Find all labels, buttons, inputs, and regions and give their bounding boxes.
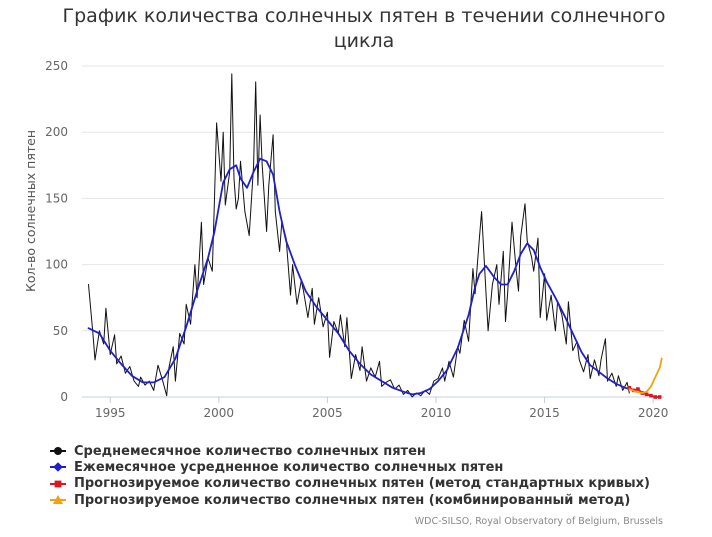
x-tick-label-2005: 2005 <box>312 406 343 420</box>
legend-symbol-smoothed <box>50 461 66 473</box>
legend-item-smoothed[interactable]: Ежемесячное усредненное количество солне… <box>50 459 650 475</box>
series-line-forecast-combined <box>628 357 663 394</box>
y-tick-label-50: 50 <box>53 324 68 338</box>
legend-symbol-forecast-standard <box>50 478 66 490</box>
y-tick-label-150: 150 <box>45 191 68 205</box>
x-tick-label-2015: 2015 <box>529 406 560 420</box>
legend-item-forecast-combined[interactable]: Прогнозируемое количество солнечных пяте… <box>50 492 650 508</box>
y-tick-label-250: 250 <box>45 59 68 73</box>
point-forecast-standard-4 <box>644 392 649 397</box>
x-tick-label-2000: 2000 <box>204 406 235 420</box>
legend-label-forecast-combined: Прогнозируемое количество солнечных пяте… <box>74 492 631 508</box>
x-tick-label-2010: 2010 <box>421 406 452 420</box>
chart-title: График количества солнечных пятен в тече… <box>62 5 666 52</box>
point-forecast-standard-6 <box>653 395 658 399</box>
point-forecast-standard-5 <box>649 393 653 398</box>
legend-symbol-forecast-combined <box>50 494 66 506</box>
series-line-monthly-mean <box>88 73 630 398</box>
series-line-smoothed <box>87 157 631 396</box>
y-axis-label: Кол-во солнечных пятен <box>23 130 38 292</box>
y-axis: 0 50 100 150 200 250 <box>45 59 68 404</box>
legend-item-monthly-mean[interactable]: Среднемесячное количество солнечных пяте… <box>50 443 650 459</box>
y-tick-label-0: 0 <box>60 390 68 404</box>
legend-label-monthly-mean: Среднемесячное количество солнечных пяте… <box>74 443 426 459</box>
point-forecast-standard-2 <box>636 387 640 391</box>
legend-item-forecast-standard[interactable]: Прогнозируемое количество солнечных пяте… <box>50 476 650 492</box>
legend-symbol-monthly-mean <box>50 445 66 457</box>
x-tick-label-2020: 2020 <box>638 406 669 420</box>
point-forecast-standard-7 <box>657 395 662 399</box>
x-axis: 1995 2000 2005 2010 2015 2020 <box>95 397 668 420</box>
legend-label-smoothed: Ежемесячное усредненное количество солне… <box>74 459 504 475</box>
sunspot-chart: 0 50 100 150 200 250 1995 2000 2005 2010 2015 2020… <box>23 59 668 420</box>
y-tick-label-200: 200 <box>45 125 68 139</box>
point-forecast-standard-0 <box>627 385 632 390</box>
x-tick-label-1995: 1995 <box>95 406 126 420</box>
legend-label-forecast-standard: Прогнозируемое количество солнечных пяте… <box>74 476 650 492</box>
credit-link[interactable]: WDC-SILSO, Royal Observatory of Belgium,… <box>414 516 663 527</box>
y-tick-label-100: 100 <box>45 258 68 272</box>
series-group <box>87 73 663 399</box>
legend: Среднемесячное количество солнечных пяте… <box>50 443 650 508</box>
grid-lines <box>82 65 664 398</box>
